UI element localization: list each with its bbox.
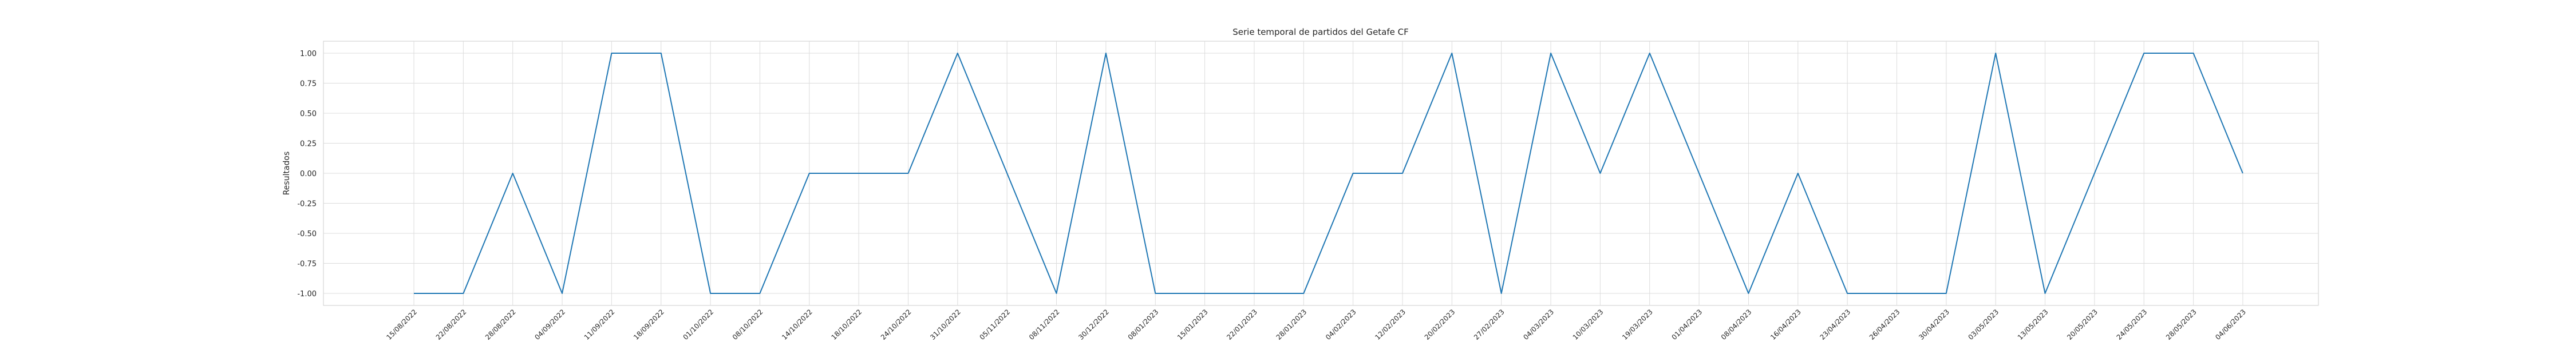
chart-title: Serie temporal de partidos del Getafe CF: [1232, 27, 1409, 37]
x-tick-label: 18/10/2022: [829, 308, 863, 341]
y-tick-label: 1.00: [300, 50, 317, 58]
x-tick-label: 15/08/2022: [385, 308, 418, 341]
y-tick-label: 0.00: [300, 170, 317, 178]
x-tick-label: 27/02/2023: [1472, 308, 1506, 341]
x-tick-label: 28/01/2023: [1275, 308, 1309, 341]
x-tick-label: 28/08/2022: [484, 308, 517, 341]
x-tick-label: 24/10/2022: [879, 308, 913, 341]
x-tick-label: 01/10/2022: [681, 308, 715, 341]
x-tick-label: 30/12/2022: [1077, 308, 1111, 341]
y-tick-label: -0.25: [297, 200, 317, 209]
x-tick-labels: 15/08/2022 22/08/2022 28/08/2022 04/09/2022…: [385, 308, 2247, 341]
x-tick-label: 08/11/2022: [1028, 308, 1061, 341]
x-tick-label: 15/01/2023: [1176, 308, 1210, 341]
x-tick-label: 12/02/2023: [1373, 308, 1407, 341]
x-tick-label: 26/04/2023: [1868, 308, 1902, 341]
x-tick-label: 08/10/2022: [731, 308, 765, 341]
y-tick-label: -0.50: [297, 230, 317, 238]
x-tick-label: 24/05/2023: [2115, 308, 2149, 341]
y-tick-label: -0.75: [297, 260, 317, 269]
x-tick-label: 23/04/2023: [1818, 308, 1852, 341]
x-tick-label: 31/10/2022: [929, 308, 962, 341]
x-tick-label: 18/09/2022: [632, 308, 666, 341]
x-tick-label: 08/01/2023: [1127, 308, 1160, 341]
x-tick-label: 13/05/2023: [2016, 308, 2050, 341]
x-tick-label: 11/09/2022: [583, 308, 617, 341]
x-tick-label: 04/09/2022: [533, 308, 567, 341]
y-tick-label: 0.75: [300, 80, 317, 89]
y-axis-label: Resultados: [282, 152, 291, 196]
x-tick-label: 04/02/2023: [1324, 308, 1358, 341]
x-tick-label: 20/02/2023: [1423, 308, 1457, 341]
x-tick-label: 22/08/2022: [434, 308, 468, 341]
x-tick-label: 19/03/2023: [1621, 308, 1654, 341]
x-tick-label: 04/06/2023: [2214, 308, 2247, 341]
x-tick-label: 04/03/2023: [1522, 308, 1555, 341]
x-tick-label: 22/01/2023: [1225, 308, 1259, 341]
x-tick-label: 30/04/2023: [1917, 308, 1951, 341]
x-tick-label: 28/05/2023: [2164, 308, 2198, 341]
x-tick-label: 14/10/2022: [780, 308, 814, 341]
y-tick-label: 0.50: [300, 110, 317, 118]
x-tick-label: 03/05/2023: [1967, 308, 2001, 341]
x-tick-label: 01/04/2023: [1670, 308, 1704, 341]
x-tick-label: 10/03/2023: [1571, 308, 1605, 341]
series-line: [414, 53, 2243, 294]
x-tick-label: 08/04/2023: [1720, 308, 1753, 341]
y-tick-label: -1.00: [297, 290, 317, 299]
y-tick-label: 0.25: [300, 140, 317, 149]
x-tick-label: 20/05/2023: [2065, 308, 2099, 341]
y-tick-labels: 1.00 0.75 0.50 0.25 0.00 -0.25 -0.50 -0.75 -1.00: [297, 50, 317, 299]
series-layer: [414, 53, 2243, 294]
x-tick-label: 05/11/2022: [978, 308, 1012, 341]
x-tick-label: 16/04/2023: [1769, 308, 1803, 341]
